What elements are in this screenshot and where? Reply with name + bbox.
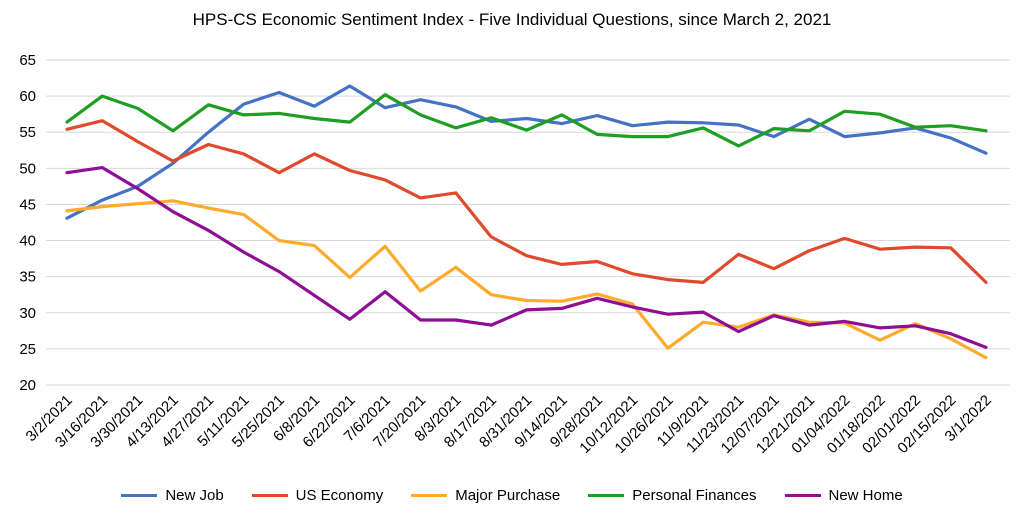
legend-swatch — [121, 493, 158, 497]
series-line-major-purchase — [65, 199, 988, 360]
legend-swatch — [251, 493, 288, 497]
y-tick-label: 35 — [19, 269, 36, 286]
legend-label: Personal Finances — [632, 486, 757, 504]
legend-swatch — [588, 493, 625, 497]
series-line-personal-finances — [65, 93, 988, 148]
y-tick-label: 45 — [19, 196, 36, 213]
legend: New Job US Economy Major Purchase Personal … — [0, 484, 1024, 506]
legend-swatch — [411, 493, 448, 497]
y-tick-label: 50 — [19, 160, 36, 177]
legend-item: Major Purchase — [411, 484, 560, 506]
series-line-new-home — [65, 166, 988, 349]
chart-title: HPS-CS Economic Sentiment Index - Five I… — [192, 10, 832, 29]
y-tick-label: 65 — [19, 52, 36, 69]
legend-item: New Home — [784, 484, 903, 506]
legend-item: New Job — [121, 484, 224, 506]
x-axis-ticks: 3/2/20213/16/20213/30/20214/13/20214/27/… — [23, 392, 995, 457]
legend-swatch — [784, 493, 821, 497]
y-tick-label: 30 — [19, 305, 36, 322]
y-axis-ticks: 20 25 30 35 40 45 50 55 60 65 — [19, 52, 36, 394]
legend-label: New Home — [828, 486, 903, 504]
gridlines — [46, 59, 1010, 386]
line-chart: 20 25 30 35 40 45 50 55 60 65 3/2/20213/16/20213/… — [19, 52, 1010, 457]
y-tick-label: 55 — [19, 124, 36, 141]
y-tick-label: 60 — [19, 88, 36, 105]
series-line-new-job — [65, 84, 988, 220]
legend-label: Major Purchase — [455, 486, 561, 504]
y-tick-label: 25 — [19, 341, 36, 358]
y-tick-label: 40 — [19, 233, 36, 250]
series-line-us-economy — [65, 119, 988, 284]
y-tick-label: 20 — [19, 377, 36, 394]
legend-item: Personal Finances — [588, 484, 757, 506]
legend-item: US Economy — [251, 484, 384, 506]
series-lines — [65, 84, 988, 360]
legend-label: US Economy — [295, 486, 384, 504]
legend-label: New Job — [165, 486, 224, 504]
